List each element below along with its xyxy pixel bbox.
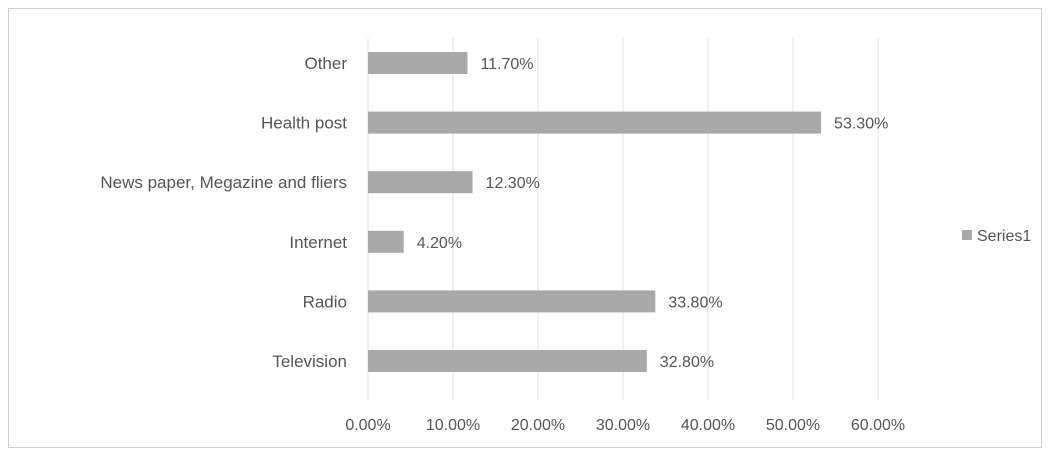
x-tick-label: 30.00% [596, 417, 650, 434]
bars [368, 52, 822, 372]
x-tick-label: 20.00% [511, 417, 565, 434]
bar [368, 52, 468, 74]
chart-frame [8, 8, 1042, 448]
x-tick-label: 40.00% [681, 417, 735, 434]
bar [368, 230, 404, 253]
x-tick-label: 50.00% [766, 417, 820, 434]
legend-label: Series1 [977, 228, 1031, 245]
data-label: 12.30% [486, 175, 540, 192]
category-label: Other [304, 54, 347, 73]
data-label: 32.80% [660, 354, 714, 371]
data-label: 11.70% [480, 56, 533, 73]
category-label: Internet [289, 233, 347, 252]
bar [368, 350, 647, 372]
bar [368, 111, 822, 134]
data-label: 33.80% [668, 294, 722, 311]
data-label: 4.20% [417, 235, 462, 252]
bar [368, 171, 473, 194]
gridlines [367, 38, 879, 400]
category-label: Radio [303, 292, 347, 311]
labels: 0.00% 10.00% 20.00% 30.00% 40.00% 50.00% 60.00… [100, 54, 905, 434]
category-label: News paper, Megazine and fliers [100, 173, 347, 192]
x-tick-label: 10.00% [426, 417, 480, 434]
legend-swatch [962, 230, 972, 240]
category-label: Health post [261, 114, 347, 133]
legend: Series1 [962, 228, 1031, 245]
x-tick-label: 60.00% [851, 417, 905, 434]
x-tick-label: 0.00% [345, 417, 390, 434]
bar [368, 290, 656, 313]
data-label: 53.30% [834, 116, 888, 133]
category-label: Television [272, 352, 347, 371]
